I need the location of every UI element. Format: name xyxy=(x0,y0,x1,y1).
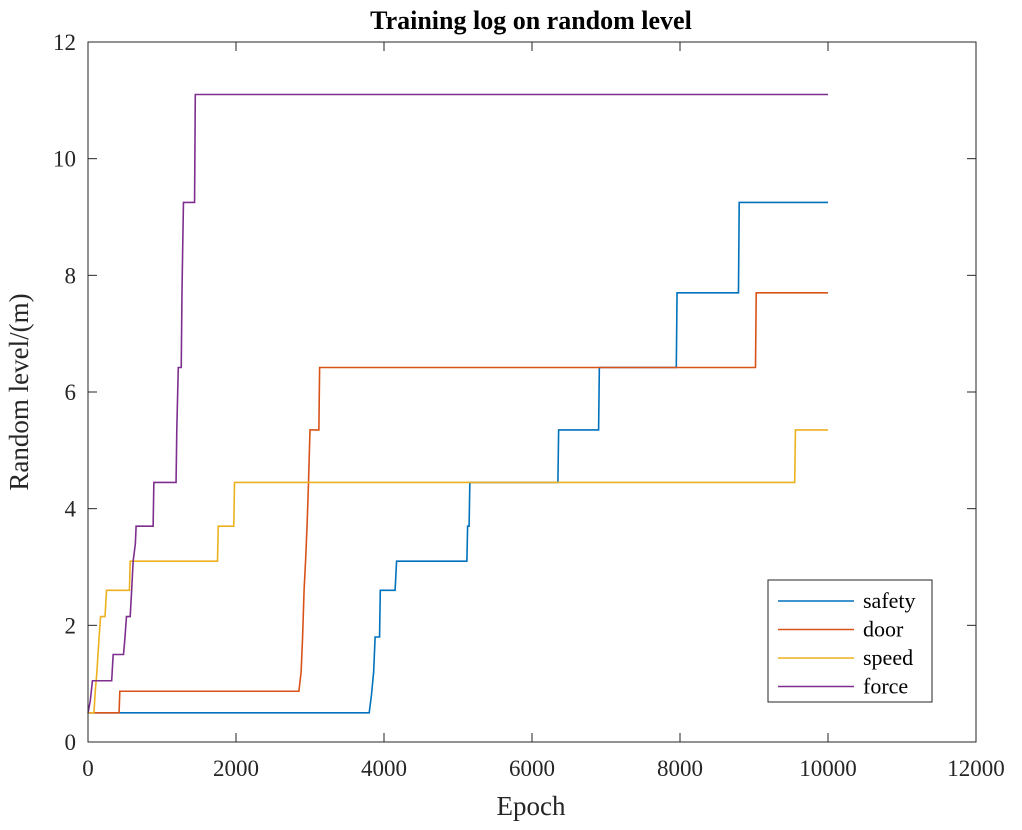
x-tick-label: 10000 xyxy=(799,756,857,781)
series-line-force xyxy=(87,93,828,713)
y-tick-label: 0 xyxy=(65,730,77,755)
x-tick-label: 4000 xyxy=(361,756,407,781)
y-tick-label: 4 xyxy=(65,497,77,522)
legend: safety door speed force xyxy=(767,579,933,703)
axes: 0 2000 4000 6000 8000 10000 12000 0 2 4 6 8 10 12 xyxy=(53,30,1005,781)
y-tick-label: 10 xyxy=(53,147,76,172)
series-line-speed xyxy=(88,429,828,714)
x-tick-label: 2000 xyxy=(213,756,259,781)
x-tick-label: 0 xyxy=(82,756,94,781)
legend-label-door: door xyxy=(863,617,904,642)
x-tick-label: 6000 xyxy=(509,756,555,781)
legend-label-speed: speed xyxy=(863,645,913,670)
x-tick-label: 12000 xyxy=(947,756,1005,781)
y-tick-label: 12 xyxy=(53,30,76,55)
y-tick-label: 6 xyxy=(65,380,77,405)
x-tick-label: 8000 xyxy=(657,756,703,781)
y-axis-label: Random level/(m) xyxy=(4,293,34,490)
legend-label-force: force xyxy=(863,674,908,699)
series-line-door xyxy=(88,292,828,714)
series-line-safety xyxy=(88,201,828,714)
x-axis-label: Epoch xyxy=(497,791,566,821)
legend-label-safety: safety xyxy=(863,588,916,613)
y-tick-label: 8 xyxy=(65,263,77,288)
chart-title: Training log on random level xyxy=(370,6,692,35)
y-tick-label: 2 xyxy=(65,613,77,638)
series-layer xyxy=(87,93,828,714)
